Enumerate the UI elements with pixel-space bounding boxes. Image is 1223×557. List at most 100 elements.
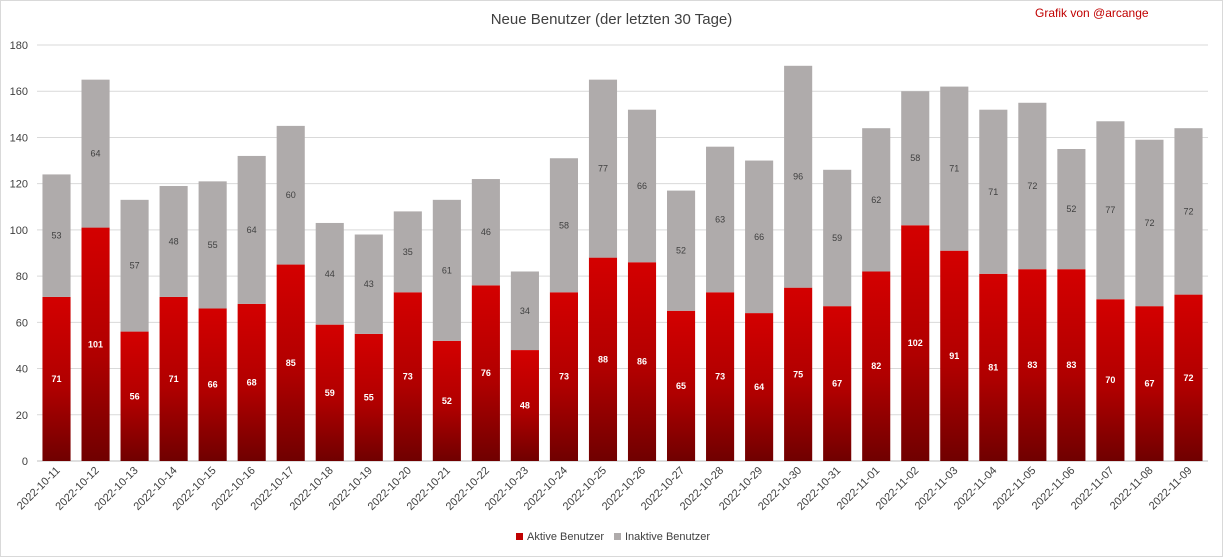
bar-inactive	[745, 160, 774, 314]
bar-active	[862, 271, 891, 461]
bar-inactive	[81, 79, 110, 228]
y-tick-label: 0	[22, 456, 28, 468]
data-label-inactive: 52	[676, 246, 686, 256]
bar-inactive	[627, 109, 657, 263]
legend-label-active: Aktive Benutzer	[527, 531, 604, 543]
data-label-active: 68	[247, 377, 257, 387]
data-label-active: 59	[325, 388, 335, 398]
data-label-active: 67	[832, 379, 842, 389]
bar-active	[159, 296, 188, 461]
data-label-inactive: 34	[520, 306, 530, 316]
data-label-active: 88	[598, 354, 608, 364]
bar-inactive	[862, 128, 891, 272]
bar-active	[432, 340, 461, 461]
y-tick-label: 40	[16, 364, 28, 376]
bar-inactive	[471, 179, 500, 286]
data-label-active: 67	[1144, 379, 1154, 389]
bar-active	[354, 333, 383, 461]
data-label-inactive: 59	[832, 233, 842, 243]
legend-label-inactive: Inaktive Benutzer	[625, 531, 710, 543]
data-label-active: 48	[520, 401, 530, 411]
data-label-inactive: 48	[169, 236, 179, 246]
data-label-active: 72	[1183, 373, 1193, 383]
data-label-active: 82	[871, 361, 881, 371]
data-label-active: 64	[754, 382, 764, 392]
data-label-active: 91	[949, 351, 959, 361]
y-tick-label: 80	[16, 271, 28, 283]
bar-active	[1135, 306, 1164, 461]
bar-active	[315, 324, 344, 461]
bar-active	[237, 303, 266, 461]
bar-active	[745, 313, 774, 461]
data-label-active: 65	[676, 381, 686, 391]
bar-active	[393, 292, 422, 461]
y-tick-label: 100	[10, 225, 28, 237]
bar-inactive	[198, 181, 227, 309]
y-tick-label: 120	[10, 179, 28, 191]
bar-inactive	[666, 190, 696, 311]
data-label-inactive: 77	[1105, 205, 1115, 215]
bar-active	[940, 250, 969, 461]
bar-inactive	[588, 79, 618, 258]
data-label-active: 73	[559, 372, 569, 382]
chart-title: Neue Benutzer (der letzten 30 Tage)	[490, 11, 733, 28]
bar-active	[1096, 299, 1125, 461]
data-label-inactive: 62	[871, 195, 881, 205]
y-tick-label: 180	[10, 40, 28, 52]
data-label-active: 56	[130, 391, 140, 401]
data-label-active: 85	[286, 358, 296, 368]
bar-inactive	[940, 86, 969, 251]
data-label-active: 75	[793, 369, 803, 379]
data-label-inactive: 61	[442, 265, 452, 275]
data-label-active: 70	[1105, 375, 1115, 385]
data-label-inactive: 66	[637, 181, 647, 191]
data-label-active: 71	[52, 374, 62, 384]
data-label-active: 71	[169, 374, 179, 384]
bar-inactive	[120, 199, 149, 332]
data-label-inactive: 58	[910, 153, 920, 163]
bar-active	[823, 306, 852, 461]
data-label-active: 83	[1027, 360, 1037, 370]
bar-inactive	[393, 211, 422, 293]
bar-active	[666, 310, 696, 461]
bar-active	[627, 262, 657, 461]
data-label-active: 66	[208, 380, 218, 390]
data-label-inactive: 58	[559, 220, 569, 230]
data-label-inactive: 66	[754, 232, 764, 242]
data-label-inactive: 64	[91, 149, 101, 159]
data-label-active: 73	[715, 372, 725, 382]
bar-active	[706, 292, 735, 461]
data-label-active: 73	[403, 372, 413, 382]
bar-inactive	[823, 169, 852, 307]
bar-inactive	[549, 158, 579, 293]
bar-active	[81, 227, 110, 461]
y-tick-label: 60	[16, 317, 28, 329]
data-label-inactive: 52	[1066, 204, 1076, 214]
bar-active	[471, 285, 500, 461]
bar-active	[1018, 269, 1047, 461]
bar-inactive	[276, 125, 305, 265]
bar-inactive	[315, 222, 344, 325]
bar-inactive	[979, 109, 1008, 274]
bar-active	[588, 257, 618, 461]
data-label-inactive: 46	[481, 227, 491, 237]
data-label-inactive: 77	[598, 164, 608, 174]
bar-active	[276, 264, 305, 461]
bar-active	[784, 287, 813, 461]
bar-inactive	[1018, 102, 1047, 270]
data-label-inactive: 71	[988, 187, 998, 197]
data-label-inactive: 55	[208, 240, 218, 250]
data-label-inactive: 60	[286, 190, 296, 200]
bar-inactive	[1057, 149, 1086, 270]
data-label-inactive: 72	[1027, 181, 1037, 191]
legend-swatch-active	[516, 533, 523, 540]
y-tick-label: 140	[10, 132, 28, 144]
data-label-active: 86	[637, 357, 647, 367]
bar-active	[549, 292, 579, 461]
bar-active	[901, 225, 930, 461]
data-label-inactive: 43	[364, 279, 374, 289]
data-label-active: 102	[908, 338, 923, 348]
y-tick-label: 20	[16, 410, 28, 422]
chart-credit: Grafik von @arcange	[1035, 6, 1149, 20]
